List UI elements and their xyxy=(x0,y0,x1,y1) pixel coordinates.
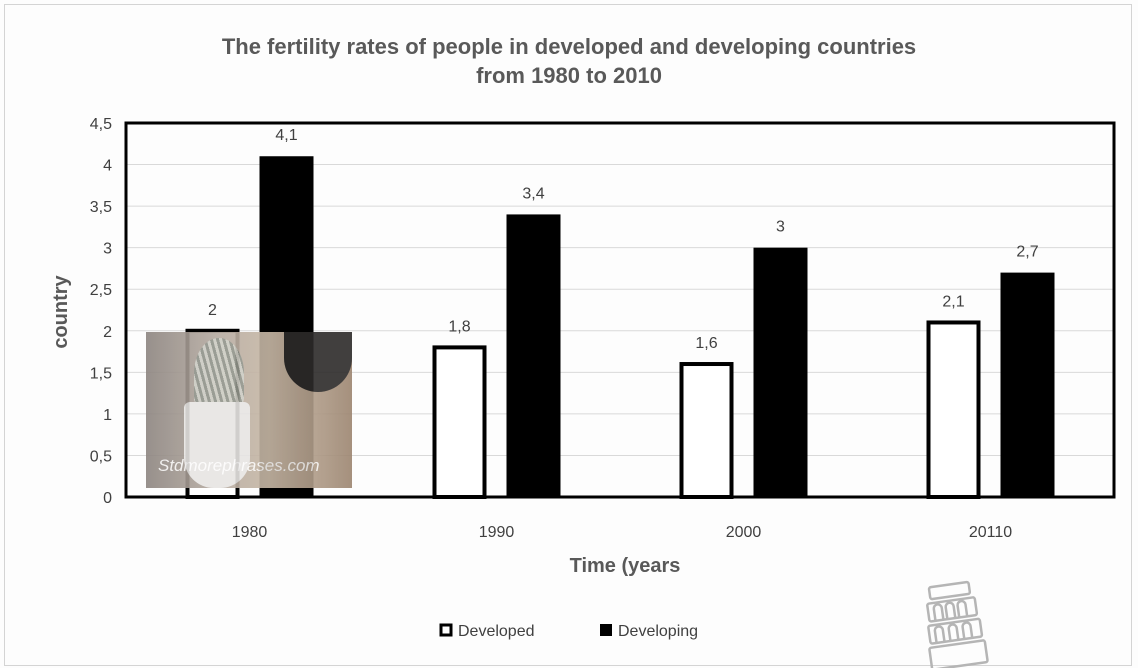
data-label: 4,1 xyxy=(275,127,297,144)
legend-swatch-developing xyxy=(600,624,612,636)
x-tick-label: 1990 xyxy=(479,524,515,541)
y-tick-label: 4 xyxy=(103,158,112,175)
y-tick-label: 3,5 xyxy=(90,199,112,216)
legend-label-developed: Developed xyxy=(458,623,535,640)
y-tick-label: 1 xyxy=(103,407,112,424)
bar-developing-2000 xyxy=(753,247,808,497)
data-label: 2 xyxy=(208,302,217,319)
leaning-tower-icon xyxy=(926,580,989,668)
y-tick-label: 4,5 xyxy=(90,116,112,133)
y-axis-ticks: 0 0,5 1 1,5 2 2,5 3 3,5 4 4,5 xyxy=(90,116,112,507)
bar-developed-20110 xyxy=(926,320,981,500)
data-label: 3 xyxy=(776,219,785,236)
y-tick-label: 2 xyxy=(103,324,112,341)
y-tick-label: 0,5 xyxy=(90,448,112,465)
y-tick-label: 1,5 xyxy=(90,365,112,382)
y-axis-title: country xyxy=(50,274,72,348)
x-axis-ticks: 1980 1990 2000 20110 xyxy=(232,524,1013,541)
y-tick-label: 0 xyxy=(103,490,112,507)
x-tick-label: 1980 xyxy=(232,524,268,541)
chart-title: The fertility rates of people in develop… xyxy=(221,34,917,59)
data-labels: 2 4,1 1,8 3,4 1,6 3 2,1 2,7 xyxy=(208,127,1039,352)
bar-developed-1990 xyxy=(432,345,487,499)
chart-subtitle: from 1980 to 2010 xyxy=(476,63,662,88)
plant-leaves xyxy=(194,338,244,408)
data-label: 2,1 xyxy=(942,293,964,310)
legend: Developed Developing xyxy=(439,623,698,640)
x-tick-label: 2000 xyxy=(726,524,762,541)
data-label: 1,6 xyxy=(695,335,717,352)
x-axis-title: Time (years xyxy=(570,555,681,577)
dark-pot xyxy=(284,332,352,392)
legend-label-developing: Developing xyxy=(618,623,698,640)
y-tick-label: 2,5 xyxy=(90,282,112,299)
data-label: 1,8 xyxy=(448,318,470,335)
watermark-text: Stdmorephrases.com xyxy=(158,456,320,475)
data-label: 3,4 xyxy=(522,185,544,202)
watermark-photo: Stdmorephrases.com xyxy=(146,332,352,488)
chart-frame xyxy=(4,4,1132,666)
bar-developing-1990 xyxy=(506,214,561,497)
bar-developing-20110 xyxy=(1000,272,1055,497)
y-tick-label: 3 xyxy=(103,241,112,258)
white-pot xyxy=(184,402,250,488)
x-tick-label: 20110 xyxy=(969,524,1012,541)
data-label: 2,7 xyxy=(1016,244,1038,261)
legend-swatch-developed xyxy=(439,623,453,637)
bar-developed-2000 xyxy=(679,362,734,499)
